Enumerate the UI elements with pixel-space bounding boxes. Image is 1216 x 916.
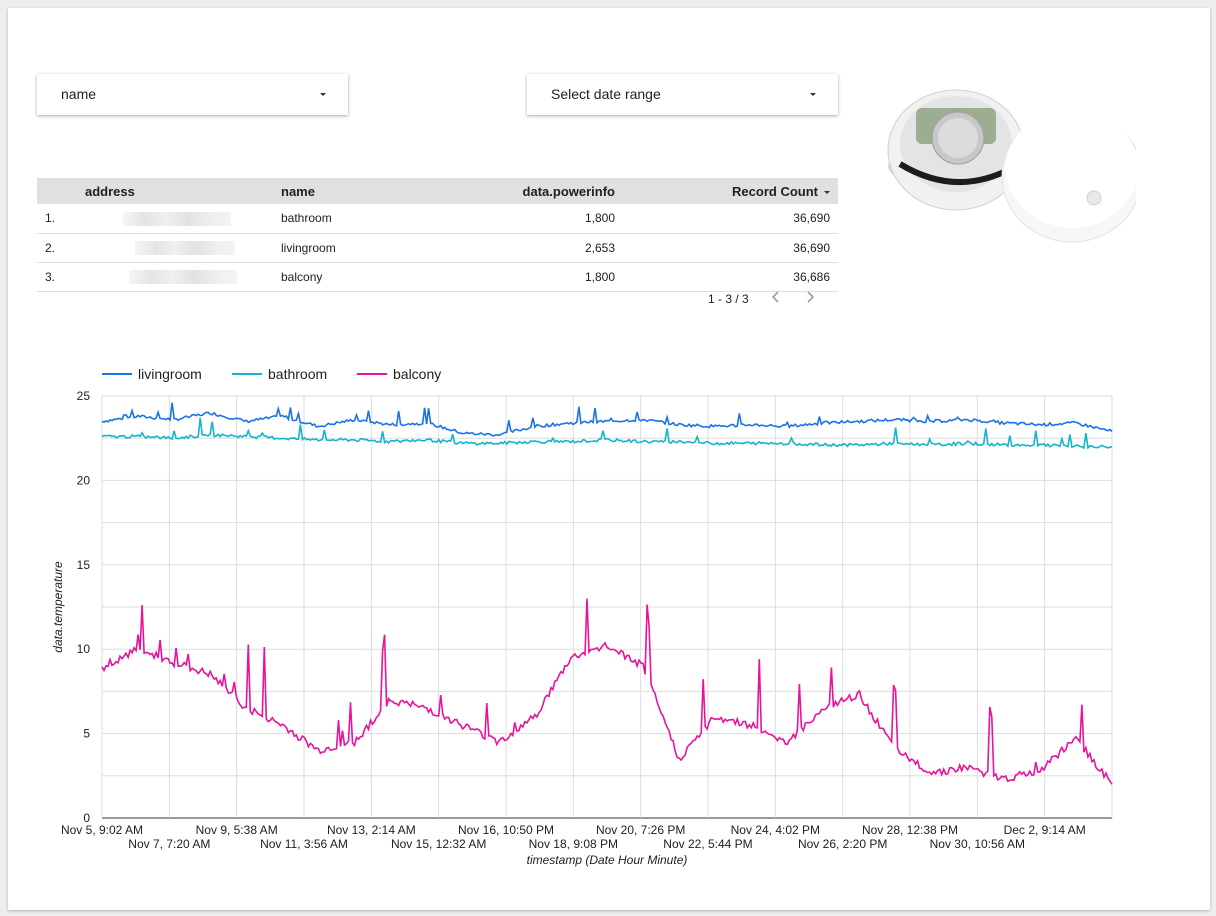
x-tick-label: Nov 15, 12:32 AM (391, 837, 486, 851)
redacted-address (135, 240, 235, 255)
chart-legend: livingroom bathroom balcony (102, 366, 441, 382)
x-tick-label: Nov 16, 10:50 PM (458, 823, 554, 837)
chevron-left-icon (771, 291, 779, 303)
row-name: livingroom (273, 233, 453, 263)
y-axis-ticks: 0 5 10 15 20 25 (77, 389, 91, 825)
x-tick-label: Nov 26, 2:20 PM (798, 837, 887, 851)
x-tick-label: Nov 5, 9:02 AM (61, 823, 143, 837)
address-header[interactable]: address (77, 178, 273, 204)
pagination-range: 1 - 3 / 3 (708, 291, 749, 306)
row-index: 1. (37, 204, 77, 234)
table-row: 2. livingroom 2,653 36,690 (37, 233, 838, 263)
x-tick-label: Nov 9, 5:38 AM (196, 823, 278, 837)
sensor-device-image (886, 68, 1143, 248)
temperature-line-chart: livingroom bathroom balcony 0 5 10 15 20 25 Nov… (51, 366, 1113, 867)
legend-label-bathroom: bathroom (268, 366, 327, 382)
x-tick-label: Nov 22, 5:44 PM (663, 837, 752, 851)
x-tick-label: Nov 28, 12:38 PM (862, 823, 958, 837)
legend-label-balcony: balcony (393, 366, 441, 382)
row-address (77, 204, 273, 234)
sort-desc-icon (824, 190, 830, 194)
series-line-balcony (101, 598, 1113, 785)
device-table: address name data.powerinfo Record Count… (37, 178, 838, 292)
y-tick-label: 10 (77, 642, 91, 656)
date-range-label: Select date range (551, 86, 661, 102)
record-count-header-label: Record Count (732, 183, 818, 199)
x-tick-label: Dec 2, 9:14 AM (1004, 823, 1086, 837)
y-tick-label: 5 (83, 727, 90, 741)
x-tick-label: Nov 18, 9:08 PM (529, 837, 618, 851)
date-range-dropdown[interactable]: Select date range (527, 74, 838, 115)
y-tick-label: 25 (77, 389, 91, 403)
y-tick-label: 15 (77, 558, 91, 572)
row-powerinfo: 2,653 (453, 233, 623, 263)
index-header (37, 178, 77, 204)
name-filter-dropdown[interactable]: name (37, 74, 348, 115)
row-powerinfo: 1,800 (453, 262, 623, 292)
row-index: 2. (37, 233, 77, 263)
row-record-count: 36,690 (623, 233, 838, 263)
chevron-right-icon (807, 291, 814, 303)
powerinfo-header[interactable]: data.powerinfo (453, 178, 623, 204)
name-header[interactable]: name (273, 178, 453, 204)
y-axis-title: data.temperature (51, 561, 65, 653)
row-address (77, 262, 273, 292)
y-tick-label: 0 (83, 811, 90, 825)
x-tick-label: Nov 20, 7:26 PM (596, 823, 685, 837)
row-powerinfo: 1,800 (453, 204, 623, 234)
table-header-row: address name data.powerinfo Record Count (37, 178, 838, 204)
x-axis-title: timestamp (Date Hour Minute) (527, 853, 688, 867)
x-tick-label: Nov 24, 4:02 PM (731, 823, 820, 837)
x-tick-label: Nov 11, 3:56 AM (260, 837, 348, 851)
x-tick-label: Nov 13, 2:14 AM (327, 823, 416, 837)
next-page-button[interactable] (803, 290, 817, 307)
x-tick-label: Nov 30, 10:56 AM (930, 837, 1025, 851)
name-filter-label: name (61, 86, 97, 102)
row-record-count: 36,690 (623, 204, 838, 234)
caret-down-icon (810, 93, 816, 96)
chart-grid (101, 395, 1113, 819)
record-count-header[interactable]: Record Count (623, 178, 838, 204)
series-line-livingroom (101, 402, 1113, 437)
prev-page-button[interactable] (769, 290, 783, 307)
table-row: 1. bathroom 1,800 36,690 (37, 204, 838, 234)
report-page: name Select date range address name data (8, 8, 1210, 910)
redacted-address (123, 211, 231, 226)
table-row: 3. balcony 1,800 36,686 (37, 262, 838, 292)
table-pagination: 1 - 3 / 3 (708, 290, 817, 307)
row-address (77, 233, 273, 263)
row-name: balcony (273, 262, 453, 292)
x-tick-label: Nov 7, 7:20 AM (128, 837, 210, 851)
y-tick-label: 20 (77, 473, 91, 487)
caret-down-icon (320, 93, 326, 96)
row-record-count: 36,686 (623, 262, 838, 292)
temperature-chart: livingroom bathroom balcony 0 5 10 15 20 25 Nov… (8, 348, 1210, 878)
series-line-bathroom (101, 417, 1113, 450)
row-index: 3. (37, 262, 77, 292)
chart-series (101, 402, 1113, 785)
row-name: bathroom (273, 204, 453, 234)
legend-label-livingroom: livingroom (138, 366, 202, 382)
redacted-address (129, 269, 237, 284)
